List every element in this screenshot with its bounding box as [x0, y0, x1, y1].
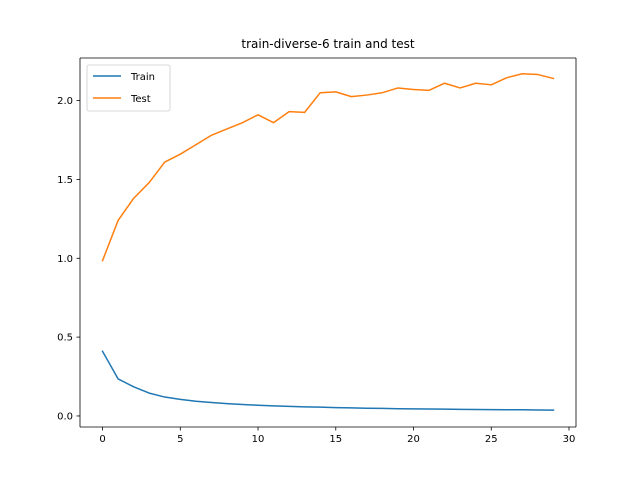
series-line-train: [101, 350, 555, 411]
series-line-test: [101, 73, 555, 262]
y-tick-label: 0.5: [57, 333, 73, 344]
y-tick-label: 2.0: [57, 96, 73, 107]
x-tick-label: 25: [485, 434, 498, 445]
y-tick-label: 1.5: [57, 175, 73, 186]
legend-label-train: Train: [130, 72, 155, 83]
x-tick-label: 30: [563, 434, 576, 445]
x-tick-label: 0: [99, 434, 105, 445]
y-tick-label: 1.0: [57, 254, 73, 265]
chart-title: train-diverse-6 train and test: [241, 37, 415, 51]
legend-box: [86, 64, 171, 112]
x-axis-ticks: 0 5 10 15 20 25 30: [99, 427, 575, 445]
y-axis-ticks: 0.0 0.5 1.0 1.5 2.0: [57, 96, 80, 422]
y-tick-label: 0.0: [57, 411, 73, 422]
legend: Train Test: [86, 64, 171, 112]
series-layer: [101, 73, 555, 411]
legend-label-test: Test: [130, 94, 151, 105]
x-tick-label: 5: [177, 434, 183, 445]
x-tick-label: 10: [252, 434, 265, 445]
x-tick-label: 20: [407, 434, 420, 445]
plot-area: [80, 58, 576, 427]
x-tick-label: 15: [329, 434, 342, 445]
axes-layer: [79, 57, 577, 428]
